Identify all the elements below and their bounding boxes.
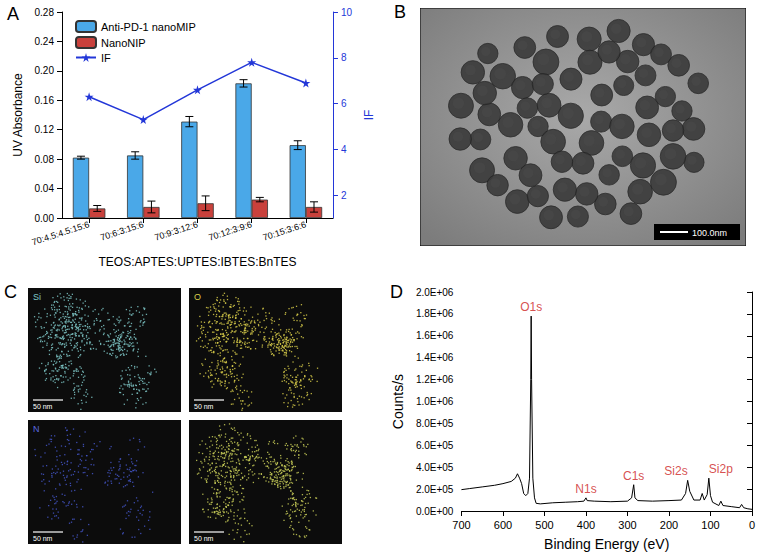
svg-text:50 nm: 50 nm	[194, 403, 214, 410]
svg-text:UV Absorbance: UV Absorbance	[11, 73, 25, 157]
svg-text:0.24: 0.24	[35, 36, 55, 47]
svg-text:50 nm: 50 nm	[194, 535, 214, 542]
svg-text:N1s: N1s	[575, 482, 596, 496]
svg-text:1.2E+06: 1.2E+06	[416, 374, 454, 385]
svg-text:6.0E+05: 6.0E+05	[416, 440, 454, 451]
svg-text:1.8E+06: 1.8E+06	[416, 308, 454, 319]
svg-text:O: O	[194, 292, 201, 302]
svg-text:D: D	[390, 282, 403, 302]
svg-text:10: 10	[341, 7, 353, 18]
svg-text:700: 700	[452, 519, 470, 531]
svg-text:1.4E+06: 1.4E+06	[416, 352, 454, 363]
svg-text:N: N	[33, 424, 40, 434]
svg-text:0.08: 0.08	[35, 154, 55, 165]
svg-text:0.16: 0.16	[35, 95, 55, 106]
svg-text:70:9:3:12:6: 70:9:3:12:6	[153, 219, 199, 242]
svg-text:50 nm: 50 nm	[33, 535, 53, 542]
svg-text:8.0E+05: 8.0E+05	[416, 418, 454, 429]
svg-text:200: 200	[660, 519, 678, 531]
svg-text:Si2p: Si2p	[709, 462, 733, 476]
html-text:B: B	[394, 2, 406, 22]
svg-text:100.0nm: 100.0nm	[692, 228, 727, 238]
svg-text:1.0E+06: 1.0E+06	[416, 396, 454, 407]
svg-text:50 nm: 50 nm	[33, 403, 53, 410]
svg-text:2.0E+06: 2.0E+06	[416, 287, 454, 298]
svg-text:4: 4	[341, 144, 347, 155]
svg-text:500: 500	[535, 519, 553, 531]
svg-text:0: 0	[749, 519, 755, 531]
svg-text:0.04: 0.04	[35, 183, 55, 194]
svg-text:C1s: C1s	[623, 469, 644, 483]
svg-text:NanoNIP: NanoNIP	[101, 37, 146, 49]
svg-text:0.20: 0.20	[35, 65, 55, 76]
svg-text:A: A	[7, 4, 19, 24]
svg-text:2: 2	[341, 190, 347, 201]
svg-text:Counts/s: Counts/s	[390, 374, 406, 429]
svg-text:100: 100	[701, 519, 719, 531]
svg-text:Si2s: Si2s	[664, 464, 687, 478]
svg-text:Si: Si	[33, 292, 41, 302]
svg-text:70:6:3:15:6: 70:6:3:15:6	[99, 219, 145, 242]
svg-text:4.0E+05: 4.0E+05	[416, 462, 454, 473]
svg-text:IF: IF	[362, 110, 376, 121]
svg-text:300: 300	[618, 519, 636, 531]
svg-text:2.0E+05: 2.0E+05	[416, 484, 454, 495]
svg-text:400: 400	[577, 519, 595, 531]
svg-text:8: 8	[341, 52, 347, 63]
svg-text:70:4.5:4.5:15:6: 70:4.5:4.5:15:6	[31, 219, 91, 247]
svg-text:6: 6	[341, 98, 347, 109]
svg-text:70:12:3:9:6: 70:12:3:9:6	[207, 219, 253, 242]
svg-text:1.6E+06: 1.6E+06	[416, 330, 454, 341]
svg-text:0.28: 0.28	[35, 7, 55, 18]
svg-text:0.12: 0.12	[35, 124, 55, 135]
svg-text:O1s: O1s	[520, 300, 542, 314]
svg-text:0.0E+00: 0.0E+00	[416, 506, 454, 517]
svg-text:Anti-PD-1 nanoMIP: Anti-PD-1 nanoMIP	[101, 21, 196, 33]
svg-text:600: 600	[494, 519, 512, 531]
svg-text:IF: IF	[101, 52, 111, 64]
svg-text:70:15:3:6:6: 70:15:3:6:6	[262, 219, 308, 242]
svg-text:TEOS:APTES:UPTES:IBTES:BnTES: TEOS:APTES:UPTES:IBTES:BnTES	[98, 255, 296, 269]
svg-text:0.00: 0.00	[35, 213, 55, 224]
svg-text:Binding Energy (eV): Binding Energy (eV)	[544, 536, 669, 552]
html-text:C: C	[4, 282, 17, 302]
